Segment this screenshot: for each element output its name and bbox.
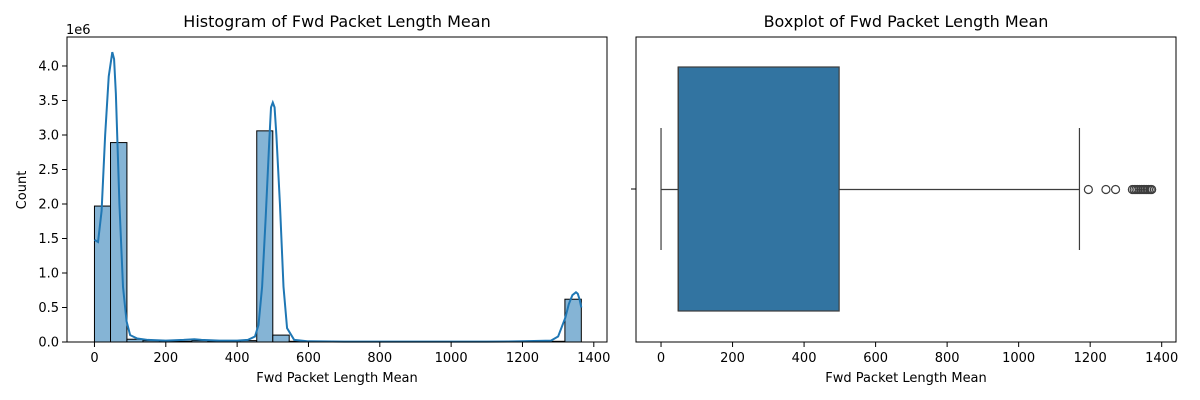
histogram-y-offset-label: 1e6 <box>66 23 91 38</box>
histogram-bar <box>272 334 290 343</box>
boxplot-x-tick-label: 400 <box>792 351 817 366</box>
boxplot-x-tick-label: 800 <box>935 351 960 366</box>
histogram-y-tick-label: 1.0 <box>38 266 59 281</box>
histogram-x-axis-label: Fwd Packet Length Mean <box>256 371 418 386</box>
histogram-x-tick-label: 1200 <box>506 351 539 366</box>
histogram-y-tick-label: 3.0 <box>38 128 59 143</box>
histogram-title: Histogram of Fwd Packet Length Mean <box>183 12 490 31</box>
histogram-panel: Histogram of Fwd Packet Length Mean 1e6 … <box>15 12 610 386</box>
boxplot-x-tick-label: 1400 <box>1145 351 1178 366</box>
histogram-x-tick-label: 400 <box>225 351 250 366</box>
boxplot-axes-frame <box>635 36 1177 343</box>
boxplot-title: Boxplot of Fwd Packet Length Mean <box>764 12 1049 31</box>
boxplot-outlier <box>1083 184 1093 195</box>
histogram-axes-frame <box>66 36 608 343</box>
boxplot-outlier <box>1147 184 1157 195</box>
histogram-x-tick-label: 600 <box>296 351 321 366</box>
histogram-y-ticks: 0.0 0.5 1.0 1.5 2.0 2.5 3.0 3.5 4.0 <box>38 59 67 351</box>
boxplot-x-tick-label: 1000 <box>1002 351 1035 366</box>
histogram-y-tick-label: 4.0 <box>38 59 59 74</box>
histogram-x-tick-label: 200 <box>153 351 178 366</box>
boxplot-box <box>677 66 840 312</box>
boxplot-x-tick-label: 600 <box>863 351 888 366</box>
histogram-bar <box>93 205 112 343</box>
histogram-y-tick-label: 0.0 <box>38 336 59 351</box>
boxplot-x-tick-label: 1200 <box>1074 351 1107 366</box>
boxplot-x-tick-label: 0 <box>657 351 665 366</box>
boxplot-elements <box>660 66 1157 312</box>
histogram-x-tick-label: 0 <box>90 351 98 366</box>
histogram-y-tick-label: 3.5 <box>38 94 59 109</box>
boxplot-x-ticks: 0 200 400 600 800 1000 1200 1400 <box>657 342 1178 366</box>
histogram-x-tick-label: 800 <box>367 351 392 366</box>
boxplot-outlier <box>1101 184 1111 195</box>
boxplot-x-tick-label: 200 <box>720 351 745 366</box>
histogram-x-ticks: 0 200 400 600 800 1000 1200 1400 <box>90 342 610 366</box>
histogram-y-tick-label: 2.5 <box>38 163 59 178</box>
histogram-bar <box>564 298 582 343</box>
histogram-x-tick-label: 1400 <box>577 351 610 366</box>
histogram-y-tick-label: 2.0 <box>38 197 59 212</box>
histogram-y-tick-label: 1.5 <box>38 232 59 247</box>
histogram-y-tick-label: 0.5 <box>38 301 59 316</box>
boxplot-x-axis-label: Fwd Packet Length Mean <box>825 371 987 386</box>
histogram-y-axis-label: Count <box>15 171 30 210</box>
boxplot-outlier <box>1110 184 1121 195</box>
boxplot-panel: Boxplot of Fwd Packet Length Mean 0 200 40… <box>631 12 1178 386</box>
histogram-x-tick-label: 1000 <box>435 351 468 366</box>
histogram-kde-line <box>93 51 583 343</box>
